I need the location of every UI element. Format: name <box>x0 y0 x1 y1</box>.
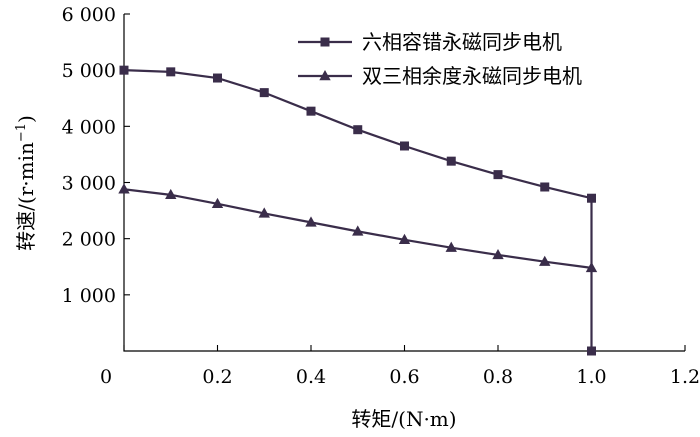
x-tick-label: 0.8 <box>483 366 513 388</box>
series-1-point <box>119 65 129 75</box>
x-tick-label: 1.2 <box>670 366 700 388</box>
series-1-point <box>587 193 596 203</box>
y-tick-label: 1 000 <box>62 285 116 307</box>
x-axis-ticks: 0 0.2 0.4 0.6 0.8 1.0 1.2 <box>100 345 700 388</box>
y-axis-title: 转速/(r·min−1) <box>14 115 38 251</box>
series-2 <box>118 183 598 273</box>
series-1 <box>119 65 596 356</box>
series-2-point <box>165 188 177 200</box>
series-2-point <box>305 216 317 227</box>
series-1-point <box>493 170 503 180</box>
series-2-point <box>118 183 130 194</box>
series-1-point <box>446 156 456 166</box>
x-axis-title: 转矩/(N·m) <box>351 407 456 431</box>
series-2-point <box>258 207 270 218</box>
legend-marker <box>320 37 330 47</box>
series-2-point <box>211 197 224 209</box>
y-tick-label: 4 000 <box>62 116 116 138</box>
series-1-point <box>166 67 176 77</box>
series-2-point <box>539 255 551 266</box>
y-axis-title-superscript: −1 <box>14 123 29 142</box>
series-1-point <box>353 125 363 135</box>
series-1-point <box>259 88 269 98</box>
series-2-point <box>492 248 504 260</box>
legend-label: 六相容错永磁同步电机 <box>362 30 562 54</box>
y-tick-label: 2 000 <box>62 229 116 251</box>
series-layer <box>118 65 598 356</box>
y-tick-label: 3 000 <box>62 173 116 195</box>
series-1-point <box>213 73 222 83</box>
series-1-point <box>400 141 409 151</box>
y-axis-ticks: 1 000 2 000 3 000 4 000 5 000 6 000 <box>62 4 130 307</box>
x-tick-label: 0.2 <box>202 366 232 388</box>
x-tick-label: 1.0 <box>576 366 606 388</box>
series-2-point <box>398 233 411 244</box>
y-tick-label: 5 000 <box>62 60 116 82</box>
series-1-line <box>123 69 593 351</box>
legend-label: 双三相余度永磁同步电机 <box>362 64 582 88</box>
y-axis-title-close: ) <box>14 115 38 123</box>
x-tick-label: 0.4 <box>296 366 326 388</box>
series-2-point <box>352 225 364 236</box>
series-1-point <box>306 106 316 116</box>
series-1-point <box>587 346 596 356</box>
x-tick-label: 0.6 <box>389 366 419 388</box>
y-tick-label: 6 000 <box>62 4 116 26</box>
legend-marker <box>319 70 331 81</box>
series-2-point <box>445 241 457 252</box>
x-tick-label: 0 <box>100 366 112 388</box>
series-1-point <box>540 182 550 192</box>
series-2-point <box>585 261 598 273</box>
y-axis-title-main: 转速/(r·min <box>14 142 38 251</box>
